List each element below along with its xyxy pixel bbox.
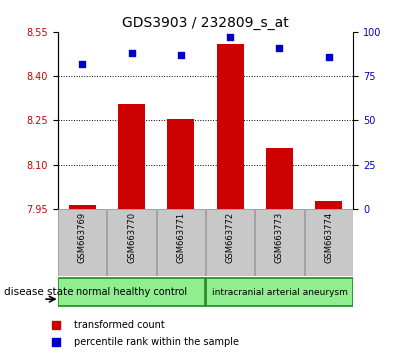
Bar [305, 209, 353, 276]
Point [178, 52, 184, 58]
Bar [118, 104, 145, 209]
Bar [266, 148, 293, 209]
Point [52, 339, 59, 344]
Text: GSM663770: GSM663770 [127, 212, 136, 263]
Text: intracranial arterial aneurysm: intracranial arterial aneurysm [212, 287, 347, 297]
Bar [315, 201, 342, 209]
Bar [206, 278, 353, 306]
Text: GSM663772: GSM663772 [226, 212, 235, 263]
Bar [69, 205, 96, 209]
Point [326, 54, 332, 59]
Point [128, 50, 135, 56]
Bar [58, 209, 106, 276]
Text: GSM663769: GSM663769 [78, 212, 87, 263]
Bar [157, 209, 205, 276]
Text: disease state: disease state [4, 287, 74, 297]
Bar [58, 278, 205, 306]
Bar [107, 209, 156, 276]
Bar [167, 119, 194, 209]
Bar [217, 44, 244, 209]
Point [276, 45, 283, 51]
Text: GSM663774: GSM663774 [324, 212, 333, 263]
Bar [255, 209, 304, 276]
Text: GSM663773: GSM663773 [275, 212, 284, 263]
Text: GSM663771: GSM663771 [176, 212, 185, 263]
Point [79, 61, 85, 67]
Text: percentile rank within the sample: percentile rank within the sample [74, 337, 239, 347]
Text: GDS3903 / 232809_s_at: GDS3903 / 232809_s_at [122, 16, 289, 30]
Point [227, 34, 233, 40]
Text: normal healthy control: normal healthy control [76, 287, 187, 297]
Point [52, 322, 59, 328]
Bar [206, 209, 254, 276]
Text: transformed count: transformed count [74, 320, 164, 330]
